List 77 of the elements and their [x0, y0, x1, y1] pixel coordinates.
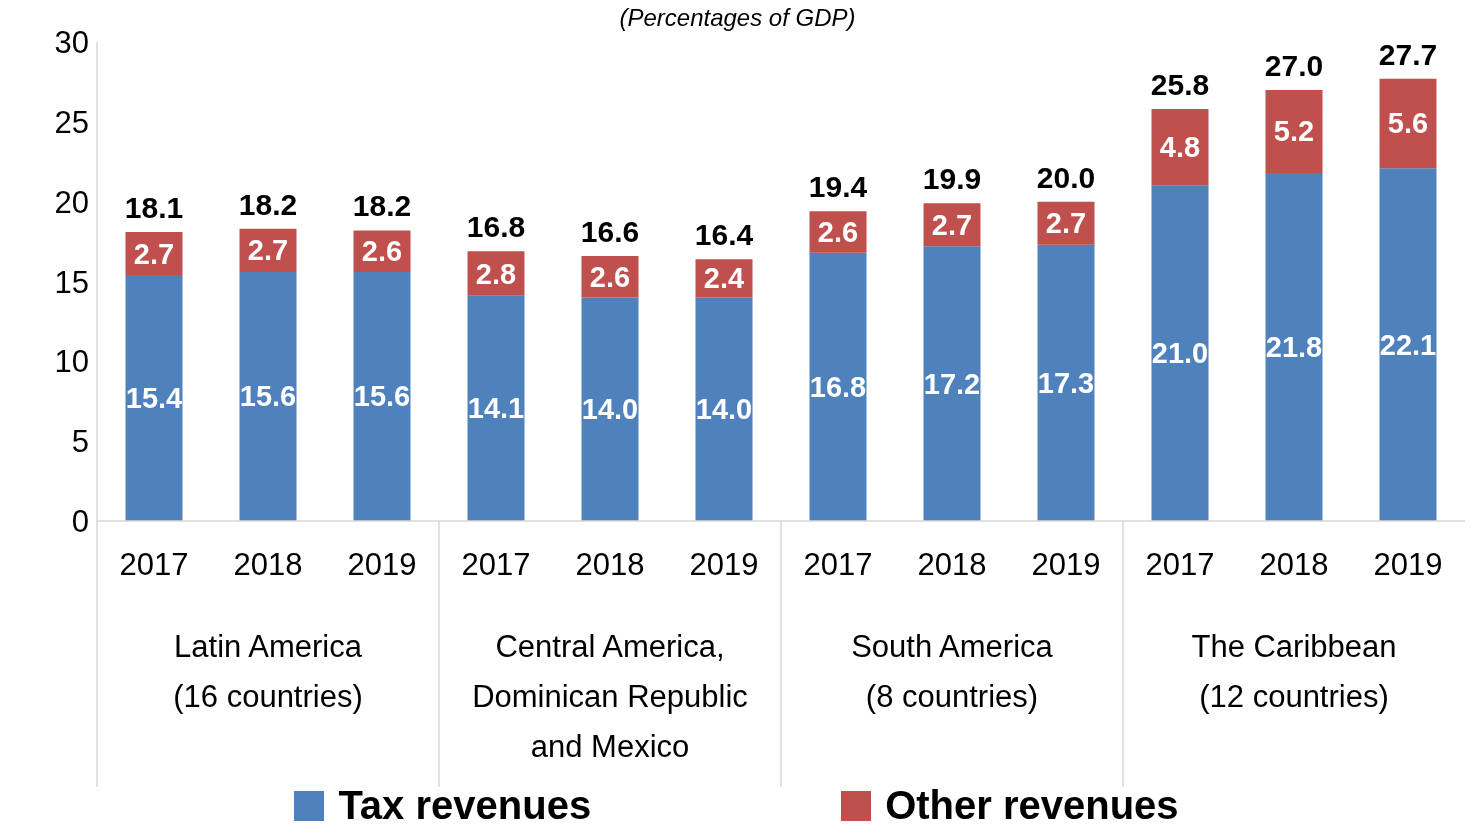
bar	[1379, 168, 1437, 521]
total-label: 18.2	[238, 187, 298, 221]
data-label: 2.4	[703, 262, 745, 295]
x-tick-label: 2018	[917, 547, 987, 582]
data-label: 15.6	[239, 380, 297, 413]
bar	[1037, 244, 1095, 521]
total-label: 20.0	[1036, 160, 1096, 194]
data-label: 16.8	[809, 370, 867, 403]
total-label: 16.4	[694, 218, 754, 252]
y-tick-label: 25	[54, 104, 89, 140]
data-label: 2.7	[247, 234, 289, 267]
x-tick-label: 2019	[347, 547, 417, 582]
x-tick-label: 2017	[461, 547, 531, 582]
data-label: 4.8	[1159, 131, 1201, 164]
x-tick-label: 2017	[119, 547, 189, 582]
data-label: 2.7	[931, 208, 973, 241]
bar	[353, 271, 411, 521]
legend-label: Tax revenues	[338, 783, 592, 828]
data-label: 22.1	[1379, 328, 1437, 361]
text: Latin America (16 countries)	[173, 629, 363, 714]
data-label: 5.2	[1273, 115, 1315, 148]
data-label: 14.0	[581, 393, 639, 426]
data-label: 5.6	[1387, 107, 1429, 140]
legend-label: Other revenues	[885, 783, 1179, 828]
text: Central America, Dominican Republic and Mexico	[472, 629, 748, 764]
data-label: 15.6	[353, 380, 411, 413]
total-label: 19.4	[808, 170, 868, 204]
x-tick-label: 2018	[575, 547, 645, 582]
text: South America (8 countries)	[851, 629, 1054, 714]
y-tick-label: 20	[54, 184, 89, 220]
x-tick-label: 2018	[1259, 547, 1329, 582]
y-tick-label: 0	[71, 504, 89, 540]
data-label: 2.7	[133, 237, 175, 270]
bar	[1151, 185, 1209, 521]
bar	[239, 271, 297, 521]
total-label: 27.7	[1378, 37, 1438, 71]
y-tick-label: 5	[71, 424, 89, 460]
total-label: 18.1	[124, 191, 184, 224]
total-label: 18.2	[352, 189, 412, 223]
bar	[1379, 78, 1437, 169]
bar	[809, 252, 867, 521]
bar	[581, 297, 639, 521]
bar	[1265, 89, 1323, 173]
x-tick-label: 2019	[689, 547, 759, 582]
data-label: 2.6	[589, 260, 631, 293]
x-tick-label: 2017	[803, 547, 873, 582]
x-tick-label: 2019	[1373, 547, 1443, 582]
y-tick-label: 15	[54, 264, 89, 300]
bar	[1265, 172, 1323, 521]
bar	[923, 246, 981, 521]
total-label: 19.9	[922, 162, 982, 196]
text: The Caribbean (12 countries)	[1191, 629, 1397, 714]
data-label: 14.1	[467, 392, 525, 425]
total-label: 16.8	[466, 210, 526, 244]
bar	[1151, 109, 1209, 186]
x-tick-label: 2018	[233, 547, 303, 582]
bar	[125, 275, 183, 521]
total-label: 27.0	[1264, 48, 1324, 82]
bar	[467, 295, 525, 521]
data-label: 21.0	[1151, 337, 1209, 370]
data-label: 15.4	[125, 382, 183, 415]
data-label: 21.8	[1265, 330, 1323, 363]
data-label: 2.8	[475, 257, 517, 290]
y-tick-label: 10	[54, 344, 89, 380]
data-label: 2.6	[361, 235, 403, 268]
x-tick-label: 2019	[1031, 547, 1101, 582]
total-label: 25.8	[1150, 68, 1210, 102]
bar	[695, 297, 753, 521]
data-label: 2.6	[817, 216, 859, 248]
data-label: 17.2	[923, 367, 981, 400]
chart-subtitle: (Percentages of GDP)	[619, 7, 856, 31]
x-tick-label: 2017	[1145, 547, 1215, 582]
data-label: 17.3	[1037, 366, 1095, 399]
total-label: 16.6	[580, 214, 640, 248]
y-tick-label: 30	[54, 25, 89, 61]
data-label: 14.0	[695, 393, 753, 426]
data-label: 2.7	[1045, 207, 1087, 240]
